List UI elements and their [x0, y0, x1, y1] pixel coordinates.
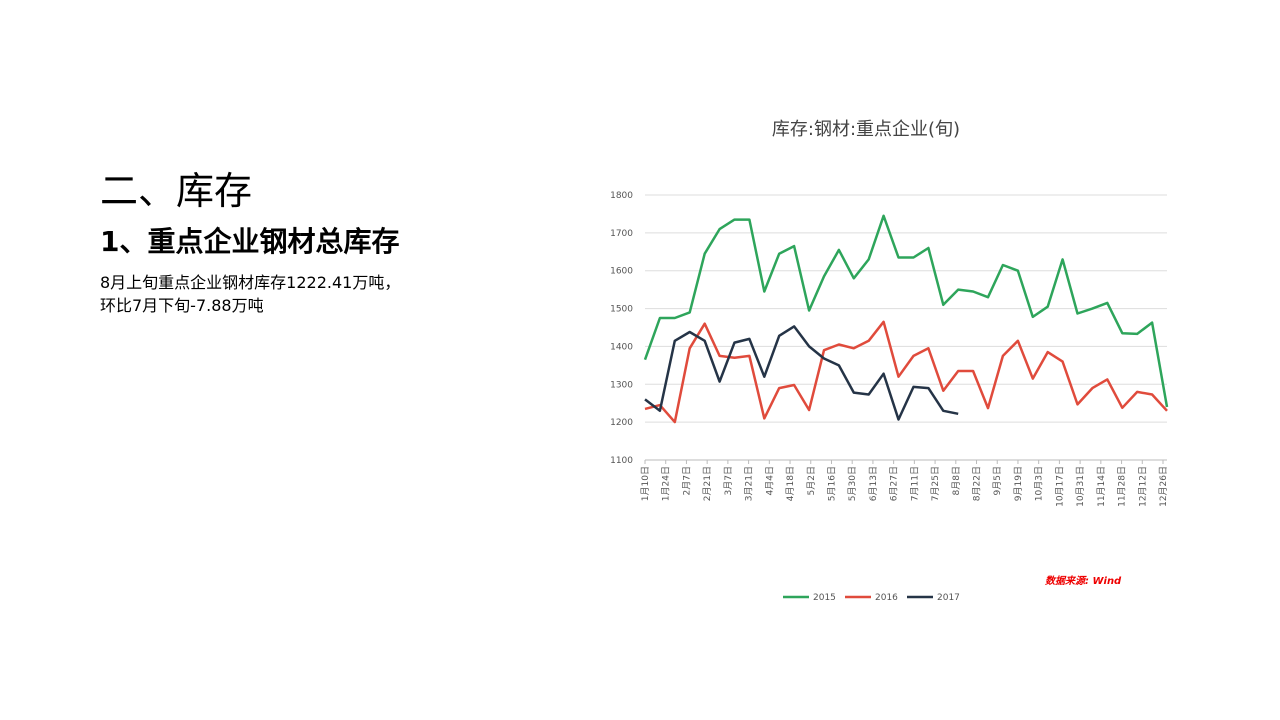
- x-tick-label: 6月13日: [868, 466, 879, 501]
- series-line: [644, 325, 959, 421]
- x-tick-label: 9月5日: [992, 466, 1003, 495]
- y-tick-label: 1200: [610, 418, 633, 428]
- series-line: [644, 320, 1168, 424]
- chart-title: 库存:钢材:重点企业(旬): [772, 119, 960, 140]
- legend-label: 2015: [813, 593, 836, 603]
- x-tick-label: 1月10日: [640, 466, 651, 501]
- x-tick-label: 7月25日: [930, 466, 941, 501]
- heading: 二、库存: [100, 169, 253, 213]
- x-tick-label: 6月27日: [889, 466, 900, 501]
- x-tick-label: 8月8日: [951, 466, 962, 495]
- x-tick-label: 2月21日: [702, 466, 713, 501]
- legend-label: 2016: [875, 593, 898, 603]
- y-tick-label: 1800: [610, 191, 633, 201]
- x-tick-label: 3月21日: [744, 466, 755, 501]
- x-tick-label: 8月22日: [972, 466, 983, 501]
- y-tick-label: 1300: [610, 380, 633, 390]
- x-tick-label: 5月30日: [847, 466, 858, 501]
- x-tick-label: 4月18日: [785, 466, 796, 501]
- x-tick-label: 10月17日: [1054, 466, 1065, 507]
- y-tick-label: 1400: [610, 342, 633, 352]
- x-tick-label: 12月12日: [1137, 466, 1148, 507]
- x-tick-label: 2月7日: [681, 466, 692, 495]
- x-tick-label: 4月4日: [764, 466, 775, 495]
- x-tick-label: 11月14日: [1096, 466, 1107, 507]
- y-tick-label: 1100: [610, 456, 633, 466]
- body-line: 8月上旬重点企业钢材库存1222.41万吨，: [100, 273, 401, 292]
- x-tick-label: 10月31日: [1075, 466, 1086, 507]
- x-tick-label: 11月28日: [1117, 466, 1128, 507]
- body-line: 环比7月下旬-7.88万吨: [100, 296, 264, 315]
- y-tick-label: 1700: [610, 229, 633, 239]
- x-tick-label: 3月7日: [723, 466, 734, 495]
- source-note: 数据来源: Wind: [1045, 575, 1122, 587]
- x-tick-label: 5月2日: [806, 466, 817, 495]
- x-tick-label: 10月3日: [1034, 466, 1045, 501]
- legend-label: 2017: [937, 593, 960, 603]
- x-tick-label: 9月19日: [1013, 466, 1024, 501]
- x-tick-label: 5月16日: [826, 466, 837, 501]
- x-tick-label: 7月11日: [909, 466, 920, 501]
- x-tick-label: 1月24日: [661, 466, 672, 501]
- x-tick-label: 12月26日: [1158, 466, 1169, 507]
- subheading: 1、重点企业钢材总库存: [100, 225, 400, 258]
- series-line: [643, 214, 1169, 408]
- y-tick-label: 1500: [610, 305, 633, 315]
- y-tick-label: 1600: [610, 267, 633, 277]
